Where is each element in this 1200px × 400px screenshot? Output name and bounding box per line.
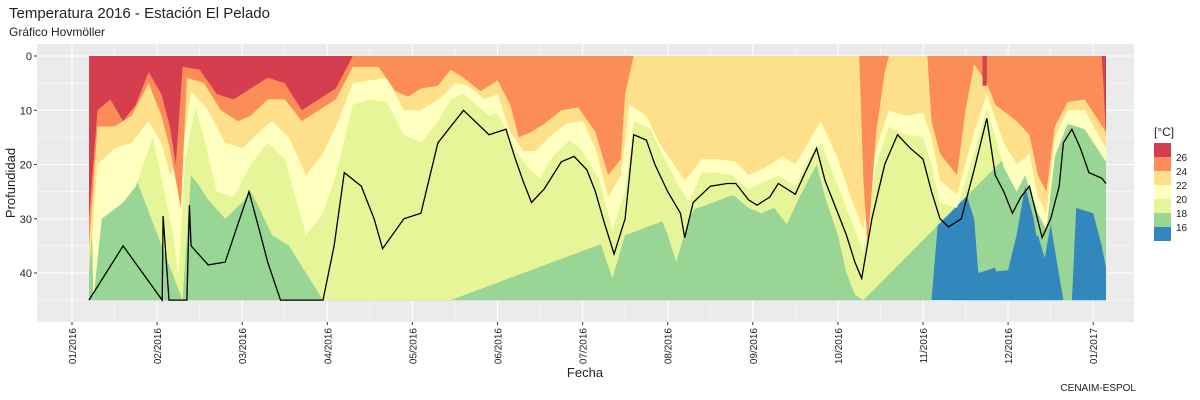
isotherm-line <box>88 109 1107 303</box>
x-tick-label: 10/2016 <box>834 328 845 365</box>
band-26 <box>1101 56 1106 138</box>
legend-key <box>1154 199 1171 213</box>
legend-label: 16 <box>1176 223 1188 234</box>
temperature-bands <box>89 56 1106 301</box>
y-tick-label: 10 <box>20 105 32 117</box>
x-tick-label: 11/2016 <box>919 328 930 364</box>
x-tick-label: 06/2016 <box>494 328 505 365</box>
y-axis-label: Profundidad <box>3 148 18 218</box>
band-16 <box>1071 207 1106 301</box>
legend-label: 26 <box>1176 153 1188 164</box>
band-16 <box>952 183 1064 301</box>
legend-key <box>1154 143 1171 157</box>
band-24 <box>89 56 1106 273</box>
caption: CENAIM-ESPOL <box>1060 383 1136 394</box>
y-tick-label: 30 <box>20 214 32 226</box>
x-tick-label: 01/2016 <box>68 328 79 365</box>
band-26 <box>982 56 987 86</box>
chart-subtitle: Gráfico Hovmöller <box>9 25 105 39</box>
x-tick-label: 07/2016 <box>579 328 590 365</box>
legend-title: [°C] <box>1154 125 1174 139</box>
y-tick-labels: 0 10 20 30 40 <box>20 51 37 280</box>
x-tick-label: 05/2016 <box>408 328 419 365</box>
y-tick-label: 20 <box>20 160 32 172</box>
x-tick-labels: 01/2016 02/2016 03/2016 04/2016 05/2016 06/20… <box>68 322 1100 364</box>
x-tick-label: 04/2016 <box>323 328 334 365</box>
legend-key <box>1154 171 1171 185</box>
x-tick-label: 02/2016 <box>153 328 164 365</box>
legend-key <box>1154 227 1171 241</box>
chart-title: Temperatura 2016 - Estación El Pelado <box>9 5 270 22</box>
x-axis-label: Fecha <box>567 365 604 380</box>
legend-label: 22 <box>1176 181 1188 192</box>
x-tick-label: 08/2016 <box>664 328 675 365</box>
legend-key <box>1154 213 1171 227</box>
band-26 <box>89 56 1106 246</box>
x-tick-label: 12/2016 <box>1004 328 1015 365</box>
legend: [°C] 26 24 22 20 18 16 <box>1154 125 1188 241</box>
y-tick-label: 0 <box>26 51 32 63</box>
legend-key <box>1154 157 1171 171</box>
y-tick-label: 40 <box>20 268 32 280</box>
legend-label: 24 <box>1176 167 1188 178</box>
legend-label: 20 <box>1176 195 1188 206</box>
legend-key <box>1154 185 1171 199</box>
x-tick-label: 01/2017 <box>1089 328 1100 365</box>
x-tick-label: 03/2016 <box>238 328 249 365</box>
legend-label: 18 <box>1176 209 1188 220</box>
x-tick-label: 09/2016 <box>749 328 760 365</box>
